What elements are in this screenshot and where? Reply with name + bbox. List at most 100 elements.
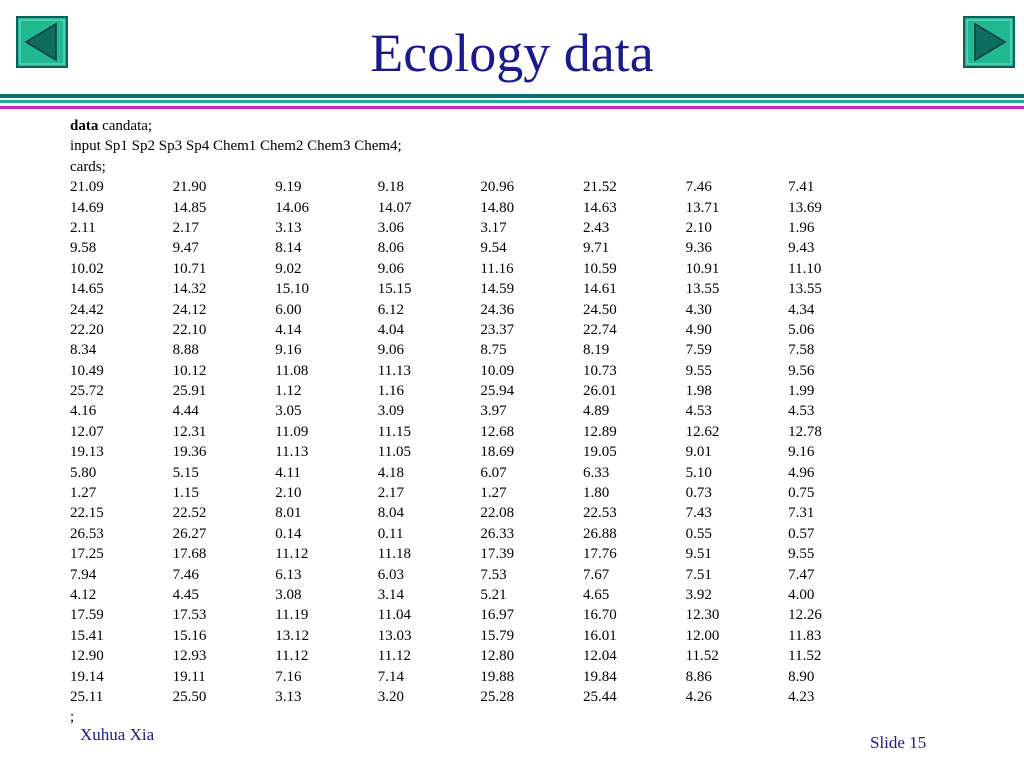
- triangle-left-icon: [16, 16, 68, 68]
- data-cell: 22.10: [172, 321, 207, 338]
- data-cell: 2.10: [685, 219, 712, 236]
- data-cell: 4.53: [685, 403, 712, 420]
- data-cell: 26.88: [582, 525, 617, 542]
- data-cell: 0.14: [275, 525, 302, 542]
- data-cell: 4.96: [788, 464, 815, 481]
- data-cell: 4.00: [788, 586, 815, 603]
- data-cell: 17.53: [172, 607, 207, 624]
- data-cell: 14.65: [70, 281, 104, 298]
- data-cell: 9.51: [685, 546, 712, 563]
- data-cell: 22.74: [582, 321, 617, 338]
- data-cell: 4.65: [582, 586, 610, 603]
- data-cell: 21.09: [70, 179, 104, 196]
- data-cell: 10.73: [582, 362, 617, 379]
- code-line-data: data candata;: [70, 116, 891, 136]
- data-cell: 21.90: [172, 179, 207, 196]
- data-cell: 19.84: [582, 668, 617, 685]
- data-cell: 4.14: [275, 321, 302, 338]
- data-cell: 22.08: [480, 505, 515, 522]
- data-cell: 22.53: [582, 505, 617, 522]
- data-keyword: data: [70, 118, 99, 134]
- data-cell: 15.10: [275, 281, 309, 298]
- next-slide-button[interactable]: [963, 16, 1015, 68]
- data-cell: 17.59: [70, 607, 104, 624]
- data-row: 15.41 15.16 13.12 13.03 15.79 16.01 12.00 11.83: [70, 626, 891, 646]
- data-cell: 12.93: [172, 648, 207, 665]
- data-cell: 25.28: [480, 688, 515, 705]
- data-cell: 8.86: [685, 668, 712, 685]
- data-cell: 17.68: [172, 546, 207, 563]
- data-cell: 9.18: [377, 179, 405, 196]
- data-cell: 3.09: [377, 403, 405, 420]
- data-cell: 11.16: [480, 260, 514, 277]
- data-cell: 13.12: [275, 627, 309, 644]
- data-cell: 13.55: [685, 281, 720, 298]
- data-row: 17.59 17.53 11.19 11.04 16.97 16.70 12.30 12.26: [70, 605, 891, 625]
- header-rule-teal: [0, 100, 1024, 103]
- data-cell: 10.49: [70, 362, 104, 379]
- data-row: 14.65 14.32 15.10 15.15 14.59 14.61 13.55 13.55: [70, 279, 891, 299]
- data-rows: 21.09 21.90 9.19 9.18 20.96 21.52 7.46 7.41 14.6…: [70, 177, 891, 707]
- data-cell: 4.11: [275, 464, 301, 481]
- data-row: 8.34 8.88 9.16 9.06 8.75 8.19 7.59 7.58: [70, 340, 891, 360]
- data-cell: 16.01: [582, 627, 617, 644]
- data-cell: 14.61: [582, 281, 617, 298]
- data-cell: 11.05: [377, 444, 411, 461]
- data-cell: 10.09: [480, 362, 515, 379]
- data-cell: 9.06: [377, 342, 405, 359]
- data-cell: 14.59: [480, 281, 515, 298]
- data-cell: 10.02: [70, 260, 104, 277]
- data-cell: 12.00: [685, 627, 720, 644]
- data-cell: 9.16: [275, 342, 302, 359]
- data-cell: 14.63: [582, 199, 617, 216]
- data-cell: 12.30: [685, 607, 720, 624]
- data-cell: 24.42: [70, 301, 104, 318]
- data-cell: 1.27: [70, 485, 97, 502]
- data-cell: 2.11: [70, 219, 96, 236]
- data-cell: 3.08: [275, 586, 302, 603]
- author-name: Xuhua Xia: [80, 725, 155, 744]
- data-cell: 9.54: [480, 240, 507, 257]
- data-cell: 12.78: [788, 423, 822, 440]
- data-cell: 7.43: [685, 505, 712, 522]
- data-cell: 2.43: [582, 219, 610, 236]
- data-row: 26.53 26.27 0.14 0.11 26.33 26.88 0.55 0.57: [70, 524, 891, 544]
- data-row: 21.09 21.90 9.19 9.18 20.96 21.52 7.46 7.41: [70, 177, 891, 197]
- data-cell: 25.44: [582, 688, 617, 705]
- data-cell: 22.52: [172, 505, 207, 522]
- data-cell: 8.19: [582, 342, 610, 359]
- data-cell: 5.21: [480, 586, 507, 603]
- data-cell: 12.31: [172, 423, 207, 440]
- data-cell: 13.03: [377, 627, 412, 644]
- data-cell: 12.90: [70, 648, 104, 665]
- data-cell: 11.18: [377, 546, 411, 563]
- data-row: 12.07 12.31 11.09 11.15 12.68 12.89 12.62 12.78: [70, 422, 891, 442]
- data-cell: 4.53: [788, 403, 815, 420]
- data-cell: 0.11: [377, 525, 404, 542]
- data-cell: 24.36: [480, 301, 515, 318]
- prev-slide-button[interactable]: [16, 16, 68, 68]
- data-cell: 14.32: [172, 281, 207, 298]
- data-cell: 26.53: [70, 525, 104, 542]
- data-row: 1.27 1.15 2.10 2.17 1.27 1.80 0.73 0.75: [70, 483, 891, 503]
- data-cell: 15.16: [172, 627, 207, 644]
- data-cell: 16.97: [480, 607, 515, 624]
- data-cell: 10.91: [685, 260, 720, 277]
- data-cell: 9.55: [685, 362, 712, 379]
- data-cell: 26.33: [480, 525, 515, 542]
- data-cell: 3.97: [480, 403, 507, 420]
- data-cell: 6.07: [480, 464, 507, 481]
- data-cell: 4.30: [685, 301, 712, 318]
- data-cell: 11.10: [788, 260, 822, 277]
- data-cell: 4.45: [172, 586, 199, 603]
- data-cell: 3.05: [275, 403, 302, 420]
- data-cell: 5.80: [70, 464, 97, 481]
- data-cell: 17.25: [70, 546, 104, 563]
- data-cell: 13.55: [788, 281, 822, 298]
- data-cell: 10.12: [172, 362, 207, 379]
- data-cell: 11.52: [788, 648, 822, 665]
- data-cell: 4.89: [582, 403, 610, 420]
- data-cell: 25.91: [172, 383, 207, 400]
- data-cell: 3.20: [377, 688, 405, 705]
- data-cell: 12.04: [582, 648, 617, 665]
